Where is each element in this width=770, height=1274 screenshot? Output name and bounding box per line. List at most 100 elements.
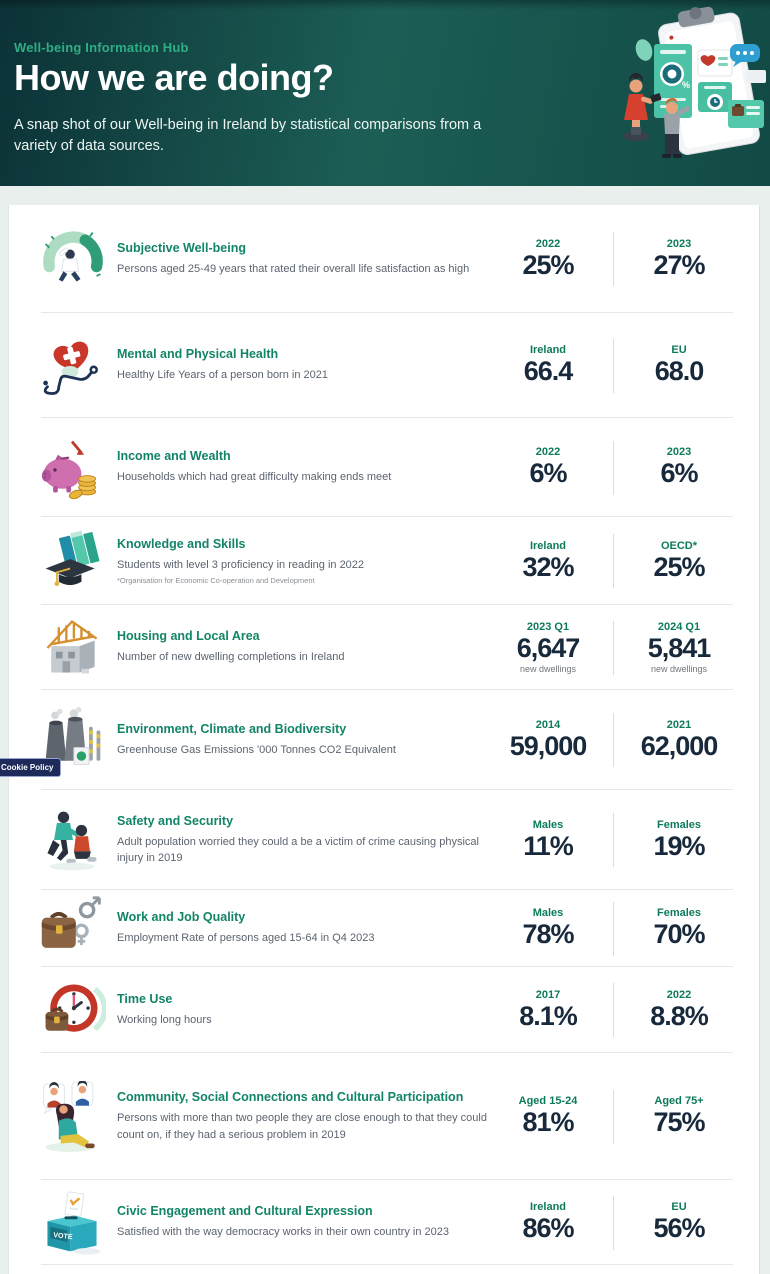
stat-divider [613,813,614,867]
card-description: Households which had great difficulty ma… [117,471,392,484]
card-environment-climate: Environment, Climate and Biodiversity Gr… [9,690,759,790]
card-stats: 2022 25% 2023 27% [489,232,738,286]
hub-eyebrow: Well-being Information Hub [14,40,189,55]
page-subtitle: A snap shot of our Well-being in Ireland… [14,117,482,154]
card-mental-physical-health: Mental and Physical Health Healthy Life … [9,313,759,418]
stat-divider [613,338,614,393]
card-description: Employment Rate of persons aged 15-64 in… [117,932,375,945]
first-aid-people-icon [35,806,109,874]
stat-left: Ireland 86% [522,1201,574,1244]
card-stats: Males 11% Females 19% [489,813,738,867]
stat-right: 2022 8.8% [650,988,709,1031]
ballot-box-icon: VOTE [35,1189,109,1257]
card-stats: Aged 15-24 81% Aged 75+ 75% [489,1089,738,1144]
card-housing-local-area: Housing and Local Area Number of new dwe… [9,605,759,690]
stat-left: 2022 25% [522,237,574,280]
card-title: Income and Wealth [117,449,231,464]
stat-right: EU 56% [653,1201,705,1244]
stat-divider [613,232,614,286]
card-title: Work and Job Quality [117,910,246,925]
card-knowledge-skills: Knowledge and Skills Students with level… [9,517,759,605]
card-time-use: Time Use Working long hours 2017 8.1% 20… [9,967,759,1053]
house-construction-icon [35,614,109,682]
stat-divider [613,983,614,1037]
stat-left: 2022 6% [529,446,567,489]
stat-right: 2024 Q1 5,841 new dwellings [620,621,738,675]
card-stats: Ireland 66.4 EU 68.0 [489,338,738,393]
stat-left: Males 11% [523,818,574,861]
stat-right: Females 70% [653,907,705,950]
stat-right: EU 68.0 [654,344,705,387]
stat-divider [613,713,614,767]
stat-left: Males 78% [522,907,574,950]
page-title: How we are doing? [14,57,334,98]
stat-right: Females 19% [653,818,705,861]
stat-divider [613,440,614,495]
factory-emissions-icon [35,706,109,774]
card-description: Working long hours [117,1013,212,1026]
stat-divider [613,901,614,956]
hero-banner: Well-being Information Hub How we are do… [0,0,770,186]
books-graduation-icon [35,527,109,595]
stat-left: Ireland 66.4 [523,344,574,387]
stat-divider [613,1089,614,1144]
clock-briefcase-icon [35,976,109,1044]
stat-left: 2017 8.1% [519,988,578,1031]
card-stats: 2014 59,000 2021 62,000 [489,713,738,767]
stat-left: 2023 Q1 6,647 new dwellings [489,621,607,675]
stats-panel: Subjective Well-being Persons aged 25-49… [8,205,760,1274]
card-work-job-quality: Work and Job Quality Employment Rate of … [9,890,759,967]
card-stats: Ireland 32% OECD* 25% [489,534,738,588]
stat-right: OECD* 25% [653,539,705,582]
wellbeing-hub-illustration: % [598,4,768,177]
stat-sublabel: new dwellings [519,664,577,675]
card-title: Environment, Climate and Biodiversity [117,721,347,736]
card-civic-engagement: VOTE Civic Engagement and Cultural Expre… [9,1180,759,1265]
stat-right: 2023 6% [660,446,698,489]
wellbeing-gauge-icon [35,225,109,293]
cookie-policy-button[interactable]: Cookie Policy [0,758,62,777]
card-subjective-wellbeing: Subjective Well-being Persons aged 25-49… [9,205,759,313]
svg-text:VOTE: VOTE [53,1231,73,1241]
card-description: Persons with more than two people they a… [117,1112,487,1141]
card-footnote: *Organisation for Economic Co-operation … [117,576,315,586]
briefcase-gender-icon [35,895,109,963]
card-title: Time Use [117,991,173,1006]
card-safety-security: Safety and Security Adult population wor… [9,790,759,890]
card-community-connections: Community, Social Connections and Cultur… [9,1053,759,1180]
stat-right: Aged 75+ 75% [653,1095,705,1138]
card-title: Knowledge and Skills [117,536,246,551]
card-title: Safety and Security [117,813,234,828]
card-stats: Males 78% Females 70% [489,901,738,956]
card-title: Community, Social Connections and Cultur… [117,1090,464,1104]
stat-divider [613,534,614,588]
stat-left: Ireland 32% [522,539,574,582]
community-person-icon [35,1080,109,1153]
stat-right: 2023 27% [653,237,705,280]
card-description: Greenhouse Gas Emissions '000 Tonnes CO2… [117,743,396,756]
card-description: Adult population worried they could a be… [117,835,479,865]
card-description: Persons aged 25-49 years that rated thei… [117,262,470,275]
card-stats: 2022 6% 2023 6% [489,440,738,495]
card-income-wealth: Income and Wealth Households which had g… [9,418,759,517]
stat-divider [613,1195,614,1250]
stat-divider [613,620,614,675]
stat-left: 2014 59,000 [509,718,588,761]
card-description: Number of new dwelling completions in Ir… [117,651,345,664]
stat-left: Aged 15-24 81% [518,1095,578,1138]
card-description: Students with level 3 proficiency in rea… [117,558,365,571]
card-title: Civic Engagement and Cultural Expression [117,1204,373,1219]
card-title: Housing and Local Area [117,629,260,644]
card-description: Healthy Life Years of a person born in 2… [117,369,328,382]
card-stats: Ireland 86% EU 56% [489,1195,738,1250]
svg-text:%: % [682,80,690,90]
heart-stethoscope-icon [35,332,109,400]
card-description: Satisfied with the way democracy works i… [117,1226,449,1239]
piggy-bank-icon [35,434,109,502]
card-stats: 2017 8.1% 2022 8.8% [489,983,738,1037]
card-stats: 2023 Q1 6,647 new dwellings 2024 Q1 5,84… [489,620,738,675]
stat-sublabel: new dwellings [650,664,708,675]
stat-right: 2021 62,000 [640,718,719,761]
card-title: Mental and Physical Health [117,347,279,362]
card-title: Subjective Well-being [117,240,246,255]
